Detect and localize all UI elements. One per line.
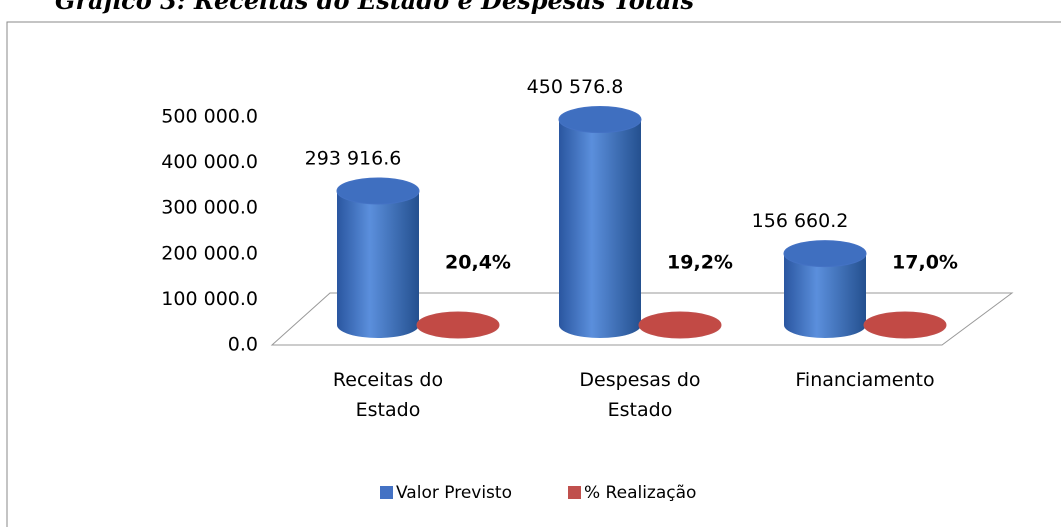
x-tick-label: Despesas do Estado [579, 369, 701, 421]
chart-title: Gráfico 3: Receitas do Estado e Despesas… [55, 0, 695, 15]
data-label: 450 576.8 [527, 76, 624, 98]
y-tick-label: 500 000.0 [161, 106, 258, 128]
x-tick-label: Receitas do Estado [332, 369, 444, 421]
bar-top [416, 311, 500, 339]
bar-top [336, 177, 420, 205]
bar-top [558, 106, 642, 134]
bar [559, 119, 641, 325]
legend-swatch [380, 486, 393, 499]
y-tick-label: 200 000.0 [161, 242, 258, 264]
data-label: 293 916.6 [305, 147, 402, 169]
bar-top [638, 311, 722, 339]
y-tick-label: 100 000.0 [161, 288, 258, 310]
y-tick-label: 300 000.0 [161, 197, 258, 219]
y-tick-label: 400 000.0 [161, 151, 258, 173]
legend-swatch [568, 486, 581, 499]
chart-border [6, 21, 1061, 527]
bar-top [783, 240, 867, 268]
y-tick-label: 0.0 [228, 334, 258, 356]
data-label: 19,2% [667, 252, 733, 274]
bar [337, 190, 419, 325]
bar-top [863, 311, 947, 339]
x-tick-label: Financiamento [795, 369, 935, 391]
data-label: 20,4% [445, 252, 511, 274]
legend-label: Valor Previsto [396, 483, 512, 503]
floor [270, 292, 1014, 346]
data-label: 17,0% [892, 252, 958, 274]
legend-label: % Realização [584, 483, 696, 503]
data-label: 156 660.2 [752, 210, 849, 232]
